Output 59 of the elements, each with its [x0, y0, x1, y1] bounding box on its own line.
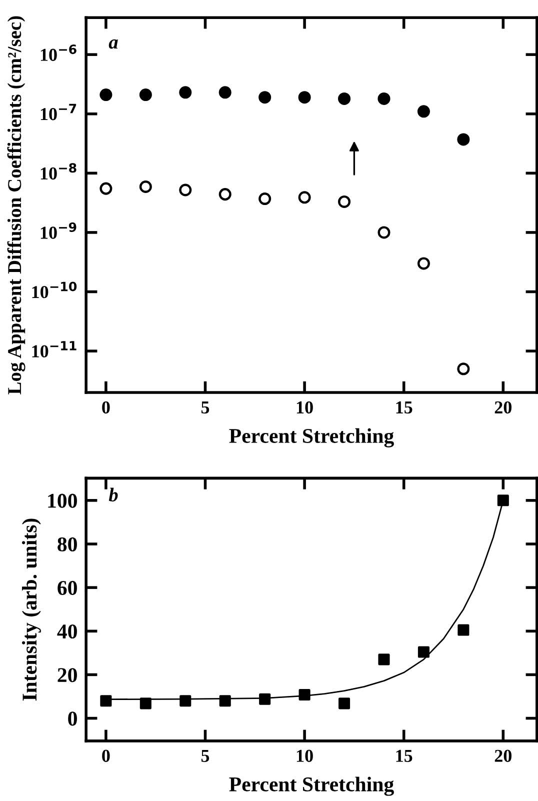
y-tick-label: 60 [58, 580, 77, 595]
annotation: b [108, 488, 118, 502]
point [219, 695, 231, 707]
y-tick-label: 10$^{−11}$ [32, 341, 76, 358]
point [259, 693, 271, 705]
x-tick-label: 20 [494, 401, 512, 414]
point [298, 191, 311, 204]
x-tick-label: 15 [396, 750, 412, 762]
point [218, 86, 232, 99]
point [378, 92, 390, 105]
point [139, 88, 152, 102]
point [338, 195, 351, 208]
point [338, 92, 351, 105]
point [258, 192, 272, 206]
point [417, 257, 430, 270]
y-tick-label: 10$^{−8}$ [40, 163, 76, 180]
x-axis-title: Percent Stretching [229, 428, 394, 448]
x-tick-label: 0 [102, 750, 110, 762]
annotation: a [108, 39, 118, 49]
y-tick-label: 0 [68, 712, 77, 726]
point [378, 654, 390, 666]
point [378, 226, 390, 239]
x-tick-label: 10 [296, 401, 313, 414]
point [140, 698, 152, 710]
y-tick-label: 20 [58, 668, 77, 682]
x-axis-title: Percent Stretching [229, 776, 394, 796]
point [100, 182, 112, 195]
point [139, 180, 152, 194]
point [180, 695, 192, 707]
y-tick-label: 10$^{−7}$ [40, 104, 76, 120]
y-tick-label: 80 [58, 537, 77, 552]
x-tick-label: 15 [396, 401, 412, 414]
x-tick-label: 5 [201, 750, 210, 762]
x-tick-label: 5 [201, 402, 210, 414]
y-axis-title: Intensity (arb. units) [22, 518, 41, 701]
point [298, 91, 311, 104]
point [417, 105, 430, 118]
y-tick-label: 100 [48, 494, 77, 508]
point [100, 695, 112, 707]
x-tick-label: 0 [102, 401, 110, 414]
y-tick-label: 10$^{−9}$ [40, 222, 76, 239]
point [457, 362, 470, 376]
point [457, 133, 470, 146]
point [418, 646, 430, 658]
y-tick-label: 40 [57, 624, 77, 639]
y-tick-label: 10$^{−10}$ [32, 282, 77, 298]
point [298, 688, 310, 701]
y-tick-label: 10$^{−6}$ [40, 44, 76, 61]
x-tick-label: 10 [296, 750, 313, 762]
y-axis-title: Log Apparent Diffusion Coefficients (cm²/sec) [7, 16, 26, 394]
x-tick-label: 20 [494, 750, 512, 762]
point [258, 91, 272, 104]
point [338, 698, 350, 710]
point [179, 86, 192, 99]
point [458, 624, 470, 636]
point [100, 88, 112, 102]
point [179, 184, 192, 196]
point [218, 188, 232, 201]
point [497, 494, 509, 506]
